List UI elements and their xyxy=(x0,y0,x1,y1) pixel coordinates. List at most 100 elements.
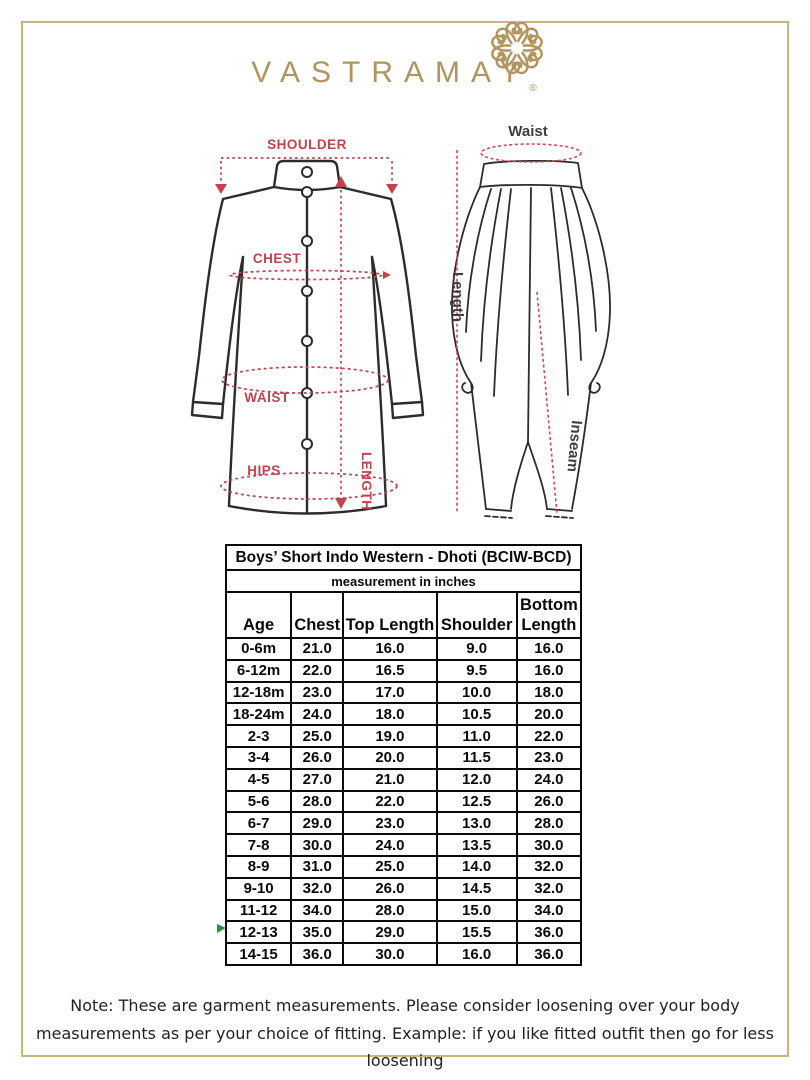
dhoti-right-leg-inner xyxy=(527,441,548,510)
dhoti-waist-dashed-ellipse xyxy=(480,143,582,163)
table-cell: 11.5 xyxy=(435,745,518,770)
dhoti-right-fold xyxy=(560,187,582,361)
table-cell: 20.0 xyxy=(342,745,438,770)
table-cell: 11.0 xyxy=(435,724,518,748)
dhoti-measurements: Waist Length Inseam xyxy=(449,123,585,515)
table-cell: 22.0 xyxy=(290,658,345,683)
table-cell: 26.0 xyxy=(290,745,345,770)
logo-ornament-icon xyxy=(490,21,543,75)
kurta-shoulder-label: SHOULDER xyxy=(267,137,347,152)
table-cell: 15.0 xyxy=(435,898,518,923)
table-cell: 36.0 xyxy=(290,942,345,966)
table-cell: 6-12m xyxy=(224,658,293,683)
table-cell: 16.0 xyxy=(515,637,583,661)
kurta-right-shoulder xyxy=(338,185,393,201)
kurta-button xyxy=(301,235,313,247)
kurta-left-shoulder xyxy=(221,185,276,201)
dhoti-left-fold xyxy=(465,188,492,333)
arrow-down-icon xyxy=(215,184,227,194)
kurta-left-side xyxy=(227,255,245,508)
table-cell: 23.0 xyxy=(290,680,345,705)
table-cell: 18.0 xyxy=(515,680,583,705)
kurta-left-sleeve-outer xyxy=(191,197,225,404)
size-table: Boys’ Short Indo Western - Dhoti (BCIW-B… xyxy=(224,544,583,966)
dhoti-right-ankle xyxy=(546,508,573,512)
table-cell: 24.0 xyxy=(515,767,583,792)
table-cell: 14.5 xyxy=(435,876,518,901)
table-cell: 32.0 xyxy=(515,854,583,879)
kurta-left-sleeve-inner xyxy=(221,255,245,406)
kurta-collar xyxy=(272,159,342,189)
table-cell: 27.0 xyxy=(290,767,345,792)
brand-logo: VASTRAMAY ® xyxy=(0,21,810,94)
table-cell: 14.0 xyxy=(435,854,518,879)
table-cell: 10.5 xyxy=(435,702,518,727)
table-cell: 28.0 xyxy=(342,898,438,923)
dhoti-waist-label: Waist xyxy=(508,123,547,140)
table-cell: 34.0 xyxy=(290,898,345,923)
table-row: 9-10 32.0 26.0 14.5 32.0 xyxy=(224,876,583,901)
table-cell: 32.0 xyxy=(290,876,345,901)
table-row: 6-7 29.0 23.0 13.0 28.0 xyxy=(224,811,583,836)
table-cell: 22.0 xyxy=(342,789,438,814)
kurta-right-sleeve-outer xyxy=(389,197,424,404)
table-cell: 28.0 xyxy=(515,811,583,836)
table-row: 6-12m 22.0 16.5 9.5 16.0 xyxy=(224,658,583,683)
table-cell: 26.0 xyxy=(515,789,583,814)
table-cell: 24.0 xyxy=(342,833,438,857)
table-row: 12-13 35.0 29.0 15.5 36.0 xyxy=(224,920,583,945)
table-cell: 16.0 xyxy=(515,658,583,683)
dhoti-inseam-label: Inseam xyxy=(564,420,585,473)
table-title-row: Boys’ Short Indo Western - Dhoti (BCIW-B… xyxy=(225,544,582,571)
kurta-right-cuff xyxy=(390,400,425,420)
table-cell: 11-12 xyxy=(224,898,293,923)
garment-note: Note: These are garment measurements. Pl… xyxy=(36,996,774,1071)
kurta-hem xyxy=(227,504,388,515)
brand-logo-inner: VASTRAMAY ® xyxy=(251,21,543,94)
column-header-chest: Chest xyxy=(290,591,345,639)
table-cell: 9.5 xyxy=(435,658,518,683)
table-cell: 30.0 xyxy=(515,833,583,857)
table-cell: 9-10 xyxy=(224,876,293,901)
table-cell: 17.0 xyxy=(342,680,438,705)
table-cell: 10.0 xyxy=(435,680,518,705)
dhoti-left-fold xyxy=(493,188,512,397)
table-cell: 32.0 xyxy=(515,876,583,901)
table-row: 4-5 27.0 21.0 12.0 24.0 xyxy=(224,767,583,792)
table-cell: 30.0 xyxy=(290,833,345,857)
kurta-chest-label: CHEST xyxy=(253,251,302,266)
table-cell: 22.0 xyxy=(515,724,583,748)
table-row: 12-18m 23.0 17.0 10.0 18.0 xyxy=(224,680,583,705)
table-row: 3-4 26.0 20.0 11.5 23.0 xyxy=(224,745,583,770)
table-cell: 12.5 xyxy=(435,789,518,814)
table-cell: 18-24m xyxy=(224,702,293,727)
table-cell: 36.0 xyxy=(515,942,583,966)
table-cell: 12-13 xyxy=(224,920,293,945)
table-cell: 13.0 xyxy=(435,811,518,836)
table-title: Boys’ Short Indo Western - Dhoti (BCIW-B… xyxy=(225,544,582,571)
table-cell: 24.0 xyxy=(290,702,345,727)
table-cell: 4-5 xyxy=(224,767,293,792)
column-header-top-length: Top Length xyxy=(342,591,438,639)
dhoti-left-ankle xyxy=(485,508,512,512)
table-cell: 7-8 xyxy=(224,833,293,857)
kurta-button xyxy=(301,438,313,450)
table-row: 7-8 30.0 24.0 13.5 30.0 xyxy=(224,833,583,857)
size-table-body: 0-6m 21.0 16.0 9.0 16.0 6-12m 22.0 16.5 9.5 16.0 1… xyxy=(224,637,583,966)
kurta-left-cuff xyxy=(190,400,225,420)
column-header-age: Age xyxy=(224,591,293,639)
table-cell: 18.0 xyxy=(342,702,438,727)
table-cell: 23.0 xyxy=(515,745,583,770)
table-cell: 13.5 xyxy=(435,833,518,857)
hips-dashed-ellipse xyxy=(220,472,398,500)
dhoti-left-fold xyxy=(480,188,502,362)
waist-dashed-ellipse xyxy=(221,366,389,394)
measurement-diagram: SHOULDER LENGTH CHEST WAIST HIPS xyxy=(190,123,611,519)
dhoti-right-drape xyxy=(581,187,611,394)
table-cell: 15.5 xyxy=(435,920,518,945)
table-subtitle-row: measurement in inches xyxy=(225,569,582,593)
table-cell: 14-15 xyxy=(224,942,293,966)
column-header-bottom-length: Bottom Length xyxy=(515,591,583,639)
table-cell: 16.0 xyxy=(342,637,438,661)
dhoti-right-fold xyxy=(570,187,597,332)
